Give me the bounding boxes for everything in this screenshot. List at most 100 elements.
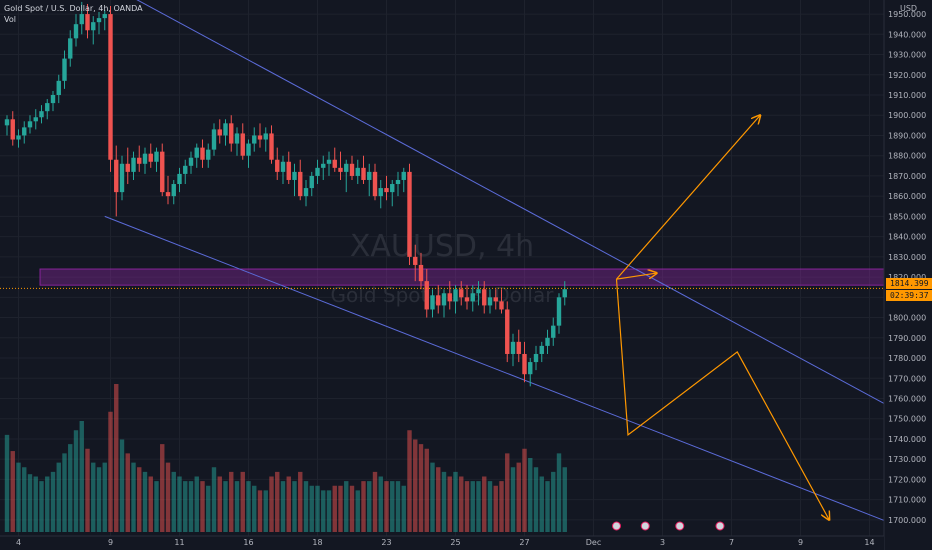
volume-legend: Vol — [4, 15, 16, 24]
volume-bar — [470, 481, 475, 532]
volume-bar — [125, 453, 130, 532]
candle-body — [171, 184, 176, 197]
volume-bar — [10, 451, 15, 532]
candle — [556, 293, 562, 334]
candle-body — [240, 133, 245, 156]
volume-bar — [45, 476, 50, 532]
candle — [562, 281, 567, 306]
candle-body — [68, 38, 73, 59]
candle-body — [510, 341, 516, 354]
chart-legend: Gold Spot / U.S. Dollar, 4h, OANDA Vol — [4, 3, 143, 25]
candle — [137, 145, 142, 172]
volume-bar — [418, 444, 424, 532]
candle — [292, 163, 297, 197]
candle-body — [361, 167, 366, 180]
candle-body — [119, 163, 125, 193]
candle — [194, 143, 199, 168]
volume-bar — [413, 439, 418, 532]
price-tick-label: 1780.000 — [888, 354, 926, 363]
candle-body — [33, 117, 38, 122]
volume-bar — [194, 476, 199, 532]
current-price-tag: 1814.399 — [886, 278, 932, 289]
time-tick-label: 3 — [660, 538, 665, 547]
currency-label: USD — [900, 4, 917, 13]
candle-body — [436, 295, 441, 306]
candle-body — [355, 167, 360, 176]
candle — [154, 147, 159, 172]
volume-bar — [50, 471, 56, 532]
volume-bar — [16, 462, 21, 532]
candle-body — [447, 293, 452, 302]
volume-bar — [459, 476, 464, 532]
candle — [240, 123, 245, 160]
candle-body — [522, 353, 527, 375]
candle — [160, 143, 165, 197]
candle — [441, 289, 447, 318]
price-tick-label: 1730.000 — [888, 455, 926, 464]
candle-body — [39, 111, 44, 118]
candle-body — [160, 151, 165, 193]
candle-body — [211, 129, 217, 150]
volume-bar — [263, 490, 268, 532]
time-tick-label: 4 — [16, 538, 21, 547]
candle-body — [142, 153, 148, 164]
price-tick-label: 1950.000 — [888, 10, 926, 19]
time-tick-label: 14 — [864, 538, 874, 547]
volume-bar — [286, 476, 291, 532]
volume-bar — [102, 462, 107, 532]
candle-body — [482, 289, 487, 306]
candle — [321, 155, 326, 180]
volume-bar — [309, 485, 314, 532]
candle-body — [551, 325, 556, 338]
candle-body — [188, 157, 194, 166]
candle-body — [349, 163, 355, 176]
candle — [142, 147, 148, 174]
volume-bar — [401, 485, 406, 532]
volume-bar — [280, 481, 286, 532]
candle — [470, 285, 475, 312]
candle — [349, 155, 355, 180]
candle-body — [73, 24, 79, 39]
volume-bar — [464, 481, 470, 532]
grid-lines — [0, 0, 884, 536]
economic-event-icon — [675, 521, 685, 531]
volume-bar — [349, 485, 355, 532]
volume-bars — [4, 384, 567, 532]
price-tick-label: 1930.000 — [888, 51, 926, 60]
candle-body — [131, 157, 136, 172]
volume-bar — [436, 467, 441, 532]
candle-body — [384, 188, 389, 193]
volume-bar — [545, 481, 550, 532]
volume-bar — [303, 481, 309, 532]
volume-bar — [27, 474, 33, 532]
candle-body — [372, 171, 378, 197]
volume-bar — [96, 467, 102, 532]
candle — [223, 119, 228, 146]
candle-body — [303, 188, 309, 197]
candle — [171, 179, 176, 205]
candle — [275, 147, 280, 180]
candle-body — [326, 159, 332, 164]
candle-body — [390, 184, 395, 193]
price-tick-label: 1720.000 — [888, 475, 926, 484]
price-tick-label: 1760.000 — [888, 394, 926, 403]
candle — [464, 285, 470, 310]
price-tick-label: 1940.000 — [888, 30, 926, 39]
candle-body — [22, 127, 27, 136]
volume-bar — [407, 430, 412, 532]
candle-body — [441, 293, 447, 306]
candle — [62, 50, 67, 89]
candle-body — [413, 256, 418, 265]
economic-event-icon — [715, 521, 725, 531]
candle-body — [418, 264, 424, 282]
candle-body — [91, 22, 96, 31]
volume-bar — [223, 481, 228, 532]
volume-bar — [355, 490, 360, 532]
candle — [229, 115, 234, 152]
candle-body — [125, 163, 130, 172]
candle-body — [45, 103, 50, 112]
volume-bar — [114, 384, 119, 532]
candle-body — [96, 18, 102, 23]
